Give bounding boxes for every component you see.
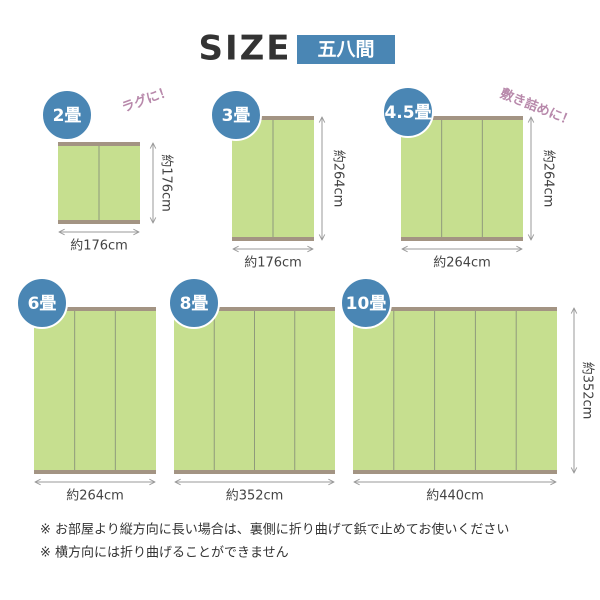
size-badge — [168, 277, 220, 329]
size-label: 8畳 — [180, 294, 209, 314]
width-label: 約264cm — [66, 489, 124, 504]
mat-edge — [353, 307, 557, 311]
width-label: 約176cm — [70, 239, 128, 254]
height-label: 約264cm — [541, 150, 556, 208]
size-badge — [340, 277, 392, 329]
mat-edge — [58, 220, 140, 224]
mat — [353, 307, 557, 474]
width-label: 約176cm — [244, 256, 302, 271]
size-label: 10畳 — [346, 294, 387, 314]
mat-edge — [232, 237, 314, 241]
height-label: 約264cm — [331, 150, 346, 208]
mat-edge — [174, 307, 335, 311]
mat-edge — [401, 116, 523, 120]
height-label: 約176cm — [159, 154, 174, 212]
annotation: ラグに！ — [120, 83, 174, 116]
mat-edge — [174, 470, 335, 474]
size-badge — [210, 89, 262, 141]
height-label: 約352cm — [580, 362, 595, 420]
size-label: 4.5畳 — [384, 103, 431, 123]
mat — [401, 116, 523, 241]
size-badge — [382, 86, 434, 138]
size-label: 6畳 — [28, 294, 57, 314]
mat — [34, 307, 156, 474]
badge: 五八間 — [317, 39, 374, 61]
note: ※ 横方向には折り曲げることができません — [40, 545, 289, 561]
badge-bg — [297, 35, 395, 64]
size-label: 2畳 — [53, 106, 82, 126]
note: ※ お部屋より縦方向に長い場合は、裏側に折り曲げて鋲で止めてお使いください — [40, 522, 509, 538]
width-label: 約352cm — [226, 489, 284, 504]
size-badge — [41, 89, 93, 141]
title: SIZE — [198, 29, 291, 69]
mat-edge — [353, 470, 557, 474]
mat-edge — [401, 237, 523, 241]
mat-edge — [34, 307, 156, 311]
mat-edge — [34, 470, 156, 474]
width-label: 約264cm — [433, 256, 491, 271]
width-label: 約440cm — [426, 489, 484, 504]
size-badge — [16, 277, 68, 329]
size-label: 3畳 — [222, 106, 251, 126]
mat-edge — [232, 116, 314, 120]
mat-edge — [58, 142, 140, 146]
